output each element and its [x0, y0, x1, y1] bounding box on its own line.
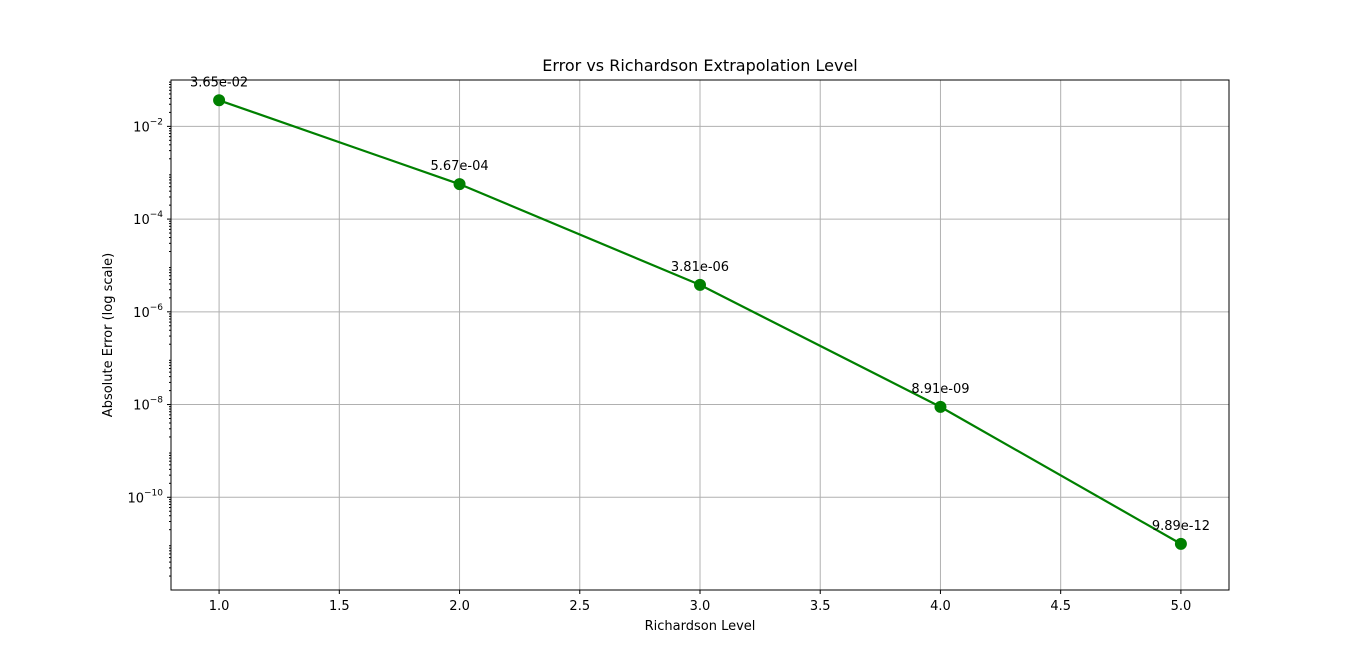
- x-tick-label: 5.0: [1171, 599, 1192, 614]
- x-tick-label: 1.5: [329, 599, 350, 614]
- data-point: [1174, 537, 1187, 550]
- data-point: [453, 178, 466, 191]
- x-tick-label: 3.0: [690, 599, 711, 614]
- data-label: 3.65e-02: [190, 75, 248, 90]
- grid: [171, 80, 1229, 590]
- y-tick-label: 10−6: [133, 303, 163, 321]
- x-tick-label: 2.0: [449, 599, 470, 614]
- data-labels: 3.65e-02 5.67e-04 3.81e-06 8.91e-09 9.89e-12: [190, 75, 1210, 534]
- x-tick-label: 3.5: [810, 599, 831, 614]
- x-axis-label: Richardson Level: [645, 619, 756, 634]
- data-label: 3.81e-06: [671, 260, 729, 275]
- data-points: [213, 94, 1187, 550]
- chart-title: Error vs Richardson Extrapolation Level: [542, 56, 857, 75]
- x-tick-label: 4.0: [930, 599, 951, 614]
- data-label: 9.89e-12: [1152, 519, 1210, 534]
- data-point: [934, 400, 947, 413]
- x-tick-label: 2.5: [569, 599, 590, 614]
- y-tick-label: 10−8: [133, 396, 163, 414]
- data-point: [694, 278, 706, 291]
- y-tick-label: 10−10: [127, 488, 163, 506]
- data-label: 8.91e-09: [911, 382, 969, 397]
- y-tick-label: 10−4: [133, 210, 163, 228]
- data-label: 5.67e-04: [430, 159, 488, 174]
- y-tick-label: 10−2: [133, 117, 163, 135]
- y-axis-label: Absolute Error (log scale): [101, 253, 116, 417]
- x-tick-label: 1.0: [209, 599, 230, 614]
- y-axis-ticks: 10−2 10−4 10−6 10−8 10−10: [127, 81, 171, 577]
- data-point: [213, 94, 226, 107]
- x-tick-label: 4.5: [1050, 599, 1071, 614]
- x-axis-ticks: 1.0 1.5 2.0 2.5 3.0 3.5 4.0 4.5 5.0: [209, 590, 1192, 614]
